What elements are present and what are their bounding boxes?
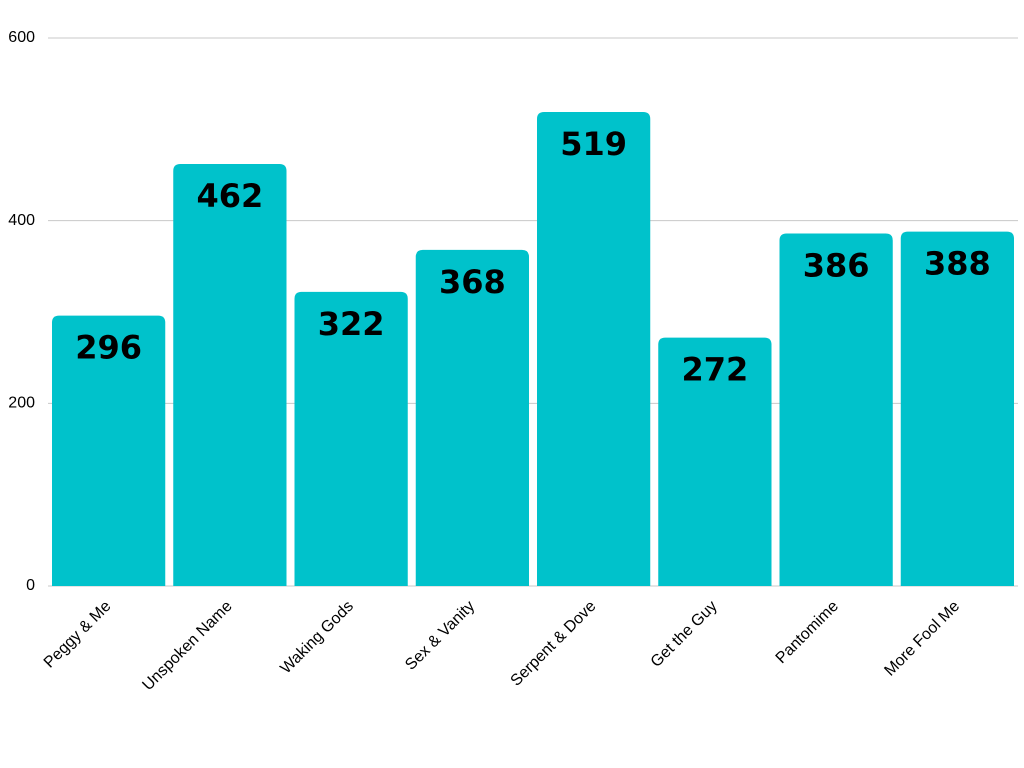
x-tick-label: More Fool Me — [881, 598, 963, 680]
bar — [779, 233, 893, 586]
x-tick-label: Sex & Vanity — [402, 598, 478, 674]
y-tick-label: 200 — [8, 395, 35, 412]
value-label: 519 — [560, 125, 627, 163]
x-tick-label: Pantomime — [773, 598, 842, 667]
x-tick-label: Serpent & Dove — [508, 598, 600, 690]
x-tick-label: Waking Gods — [277, 598, 357, 678]
value-label: 296 — [75, 329, 142, 367]
x-tick-label: Unspoken Name — [139, 598, 235, 694]
x-tick-label: Get the Guy — [648, 598, 721, 671]
bar — [294, 291, 408, 586]
bar — [900, 231, 1014, 587]
y-tick-label: 400 — [8, 212, 35, 229]
value-label: 368 — [439, 263, 506, 301]
y-tick-label: 600 — [8, 29, 35, 46]
x-tick-label: Peggy & Me — [41, 598, 115, 672]
bar — [537, 111, 651, 586]
value-label: 388 — [924, 245, 991, 283]
value-label: 386 — [803, 246, 870, 284]
bar — [52, 315, 166, 586]
value-label: 322 — [318, 305, 385, 343]
value-label: 272 — [681, 351, 748, 389]
bar — [415, 249, 529, 587]
bar — [173, 164, 287, 587]
value-label: 462 — [196, 177, 263, 215]
y-tick-label: 0 — [26, 577, 35, 594]
bar — [658, 337, 772, 586]
